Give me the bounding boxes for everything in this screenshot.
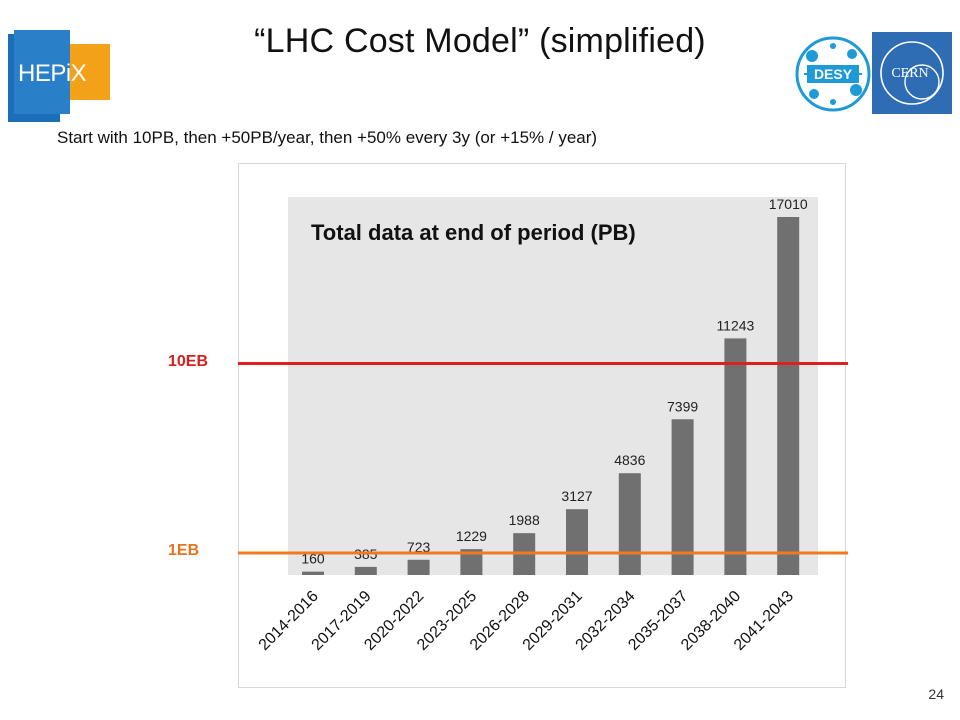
hepix-logo-text: HEPiX [18, 60, 87, 87]
data-label-2026-2028: 1988 [509, 512, 540, 528]
chart-title: Total data at end of period (PB) [311, 220, 636, 245]
hepix-logo: HEPiX [8, 30, 112, 122]
bar-2041-2043 [777, 217, 800, 575]
bar-2035-2037 [671, 419, 694, 575]
slide-title: “LHC Cost Model” (simplified) [254, 22, 706, 60]
slide-subtitle: Start with 10PB, then +50PB/year, then +… [57, 128, 598, 147]
bar-2026-2028 [513, 533, 536, 575]
cern-logo-text: CERN [891, 66, 928, 81]
data-label-2041-2043: 17010 [769, 196, 808, 212]
bar-2020-2022 [407, 559, 430, 575]
data-label-2023-2025: 1229 [456, 528, 487, 544]
reference-label-1eb: 1EB [168, 541, 200, 559]
data-label-2038-2040: 11243 [716, 317, 754, 333]
bar-2029-2031 [566, 509, 588, 575]
cern-logo: CERN [872, 32, 952, 114]
data-label-2029-2031: 3127 [561, 488, 592, 504]
bar-2038-2040 [724, 338, 747, 575]
bar-2014-2016 [302, 571, 324, 575]
data-label-2020-2022: 723 [407, 539, 431, 555]
page-number: 24 [928, 686, 944, 702]
desy-logo-text: DESY [814, 66, 853, 82]
desy-logo: DESY [795, 36, 871, 112]
bar-2017-2019 [354, 566, 377, 575]
chart-frame: Total data at end of period (PB) 160 385 7… [238, 163, 846, 688]
reference-label-10eb: 10EB [168, 352, 209, 370]
data-label-2032-2034: 4836 [614, 452, 645, 468]
data-label-2035-2037: 7399 [667, 398, 698, 414]
bar-2032-2034 [618, 473, 641, 575]
data-label-2017-2019: 385 [354, 546, 378, 562]
bar-2023-2025 [460, 549, 483, 575]
bar-chart: Total data at end of period (PB) 160 385 7… [256, 196, 818, 654]
data-label-2014-2016: 160 [301, 551, 325, 567]
